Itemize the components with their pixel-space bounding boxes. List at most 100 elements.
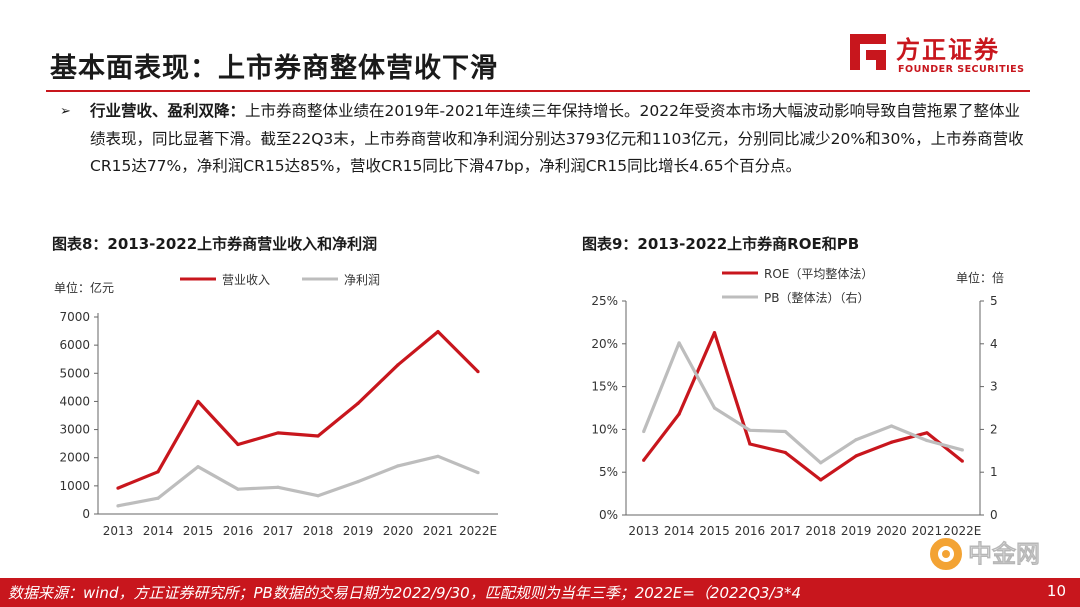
data-point [116,486,120,490]
series-line-1 [117,454,479,508]
data-point [436,330,440,334]
data-point [196,399,200,404]
figure9-title: 图表9：2013-2022上市券商ROE和PB [582,235,860,253]
left-y-tick-label: 25% [591,294,618,308]
figure8-title: 图表8：2013-2022上市券商营业收入和净利润 [52,235,378,253]
data-point [819,478,823,482]
x-tick-label: 2013 [628,524,659,538]
data-point [396,464,400,468]
data-point [436,454,440,458]
cngold-logo-icon [928,536,964,572]
right-y-tick-label: 4 [990,337,998,351]
data-point [236,442,240,447]
x-tick-label: 2015 [183,524,214,538]
x-tick-label: 2022E [459,524,497,538]
right-y-tick-label: 5 [990,294,998,308]
x-tick-label: 2018 [303,524,334,538]
x-tick-label: 2013 [103,524,134,538]
data-point [316,434,320,438]
data-point [960,448,964,452]
data-point [925,431,929,435]
data-point [925,438,929,443]
right-y-tick-label: 3 [990,380,998,394]
summary-heading: 行业营收、盈利双降： [90,102,246,120]
data-point [316,494,320,498]
company-logo: 方正证券 FOUNDER SECURITIES [846,28,1030,80]
cngold-watermark: 中金网 CNGOLD.COM.CN [926,530,1076,578]
y-tick-label: 5000 [59,366,90,380]
data-point [276,485,280,489]
page-title: 基本面表现：上市券商整体营收下滑 [50,53,498,84]
bullet-arrow-icon: ➢ [60,104,71,119]
left-y-tick-label: 20% [591,337,618,351]
data-point [854,438,858,442]
page-number: 10 [1046,582,1066,600]
right-y-tick-label: 1 [990,465,998,479]
x-tick-label: 2018 [805,524,836,538]
founder-logo-icon [850,34,886,70]
data-point [116,504,120,508]
data-point [642,429,646,434]
x-tick-label: 2017 [263,524,294,538]
x-tick-label: 2021 [423,524,454,538]
data-point [889,440,894,444]
data-point [276,431,280,435]
data-point [748,428,752,432]
x-tick-label: 2017 [770,524,801,538]
data-point [889,424,894,428]
logo-text-cn: 方正证券 [896,36,1000,64]
left-y-tick-label: 10% [591,422,618,436]
series-line-0 [642,331,964,482]
roe-pb-chart: 单位：倍 ROE（平均整体法） PB（整体法）（右） 0% 5% 10% 15% 20% 25%… [591,266,1004,538]
series-line-0 [117,329,480,490]
revenue-profit-chart: 单位：亿元 营业收入 净利润 0 1000 2000 3000 4000 5000 6000 700… [54,273,498,538]
data-point [677,341,681,345]
legend-label-0: ROE（平均整体法） [764,266,873,281]
x-tick-label: 2019 [343,524,374,538]
data-point [819,461,823,465]
left-y-tick-label: 0% [599,508,618,522]
data-point [783,450,787,455]
data-point [476,471,480,475]
y-tick-label: 4000 [59,394,90,408]
left-y-tick-label: 15% [591,380,618,394]
y-tick-label: 1000 [59,479,90,493]
y-tick-label: 7000 [59,310,90,324]
data-point [712,406,717,410]
logo-text-en: FOUNDER SECURITIES [898,64,1025,75]
data-point [748,442,752,446]
data-point [356,401,360,405]
y-tick-label: 6000 [59,338,90,352]
data-point [156,470,160,474]
legend-label-1: 净利润 [344,273,380,287]
x-tick-label: 2019 [841,524,872,538]
summary-body: 上市券商整体业绩在2019年-2021年连续三年保持增长。2022年受资本市场大… [90,102,1024,175]
data-point [236,487,240,491]
data-point [642,458,646,462]
title-divider [46,90,1030,92]
left-y-tick-label: 5% [599,465,618,479]
data-point [854,454,858,458]
x-tick-label: 2014 [664,524,695,538]
data-source-note: 数据来源：wind，方正证券研究所；PB数据的交易日期为2022/9/30，匹配… [8,584,802,602]
x-tick-label: 2020 [876,524,907,538]
right-y-tick-label: 2 [990,422,998,436]
x-tick-label: 2016 [735,524,766,538]
x-tick-label: 2021 [912,524,943,538]
data-point [396,363,400,367]
data-point [960,459,964,463]
data-point [677,412,681,416]
watermark-name: 中金网 [968,540,1041,569]
data-point [712,331,717,335]
legend-label-1: PB（整体法）（右） [764,290,869,305]
summary-text: 行业营收、盈利双降：上市券商整体业绩在2019年-2021年连续三年保持增长。2… [90,98,1035,181]
data-point [156,496,160,500]
y-tick-label: 0 [82,507,90,521]
y-tick-label: 2000 [59,451,90,465]
y-tick-label: 3000 [59,423,90,437]
x-tick-label: 2022E [943,524,981,538]
x-tick-label: 2020 [383,524,414,538]
x-tick-label: 2016 [223,524,254,538]
footer-bar: 数据来源：wind，方正证券研究所；PB数据的交易日期为2022/9/30，匹配… [0,578,1080,607]
legend-label-0: 营业收入 [222,273,270,287]
